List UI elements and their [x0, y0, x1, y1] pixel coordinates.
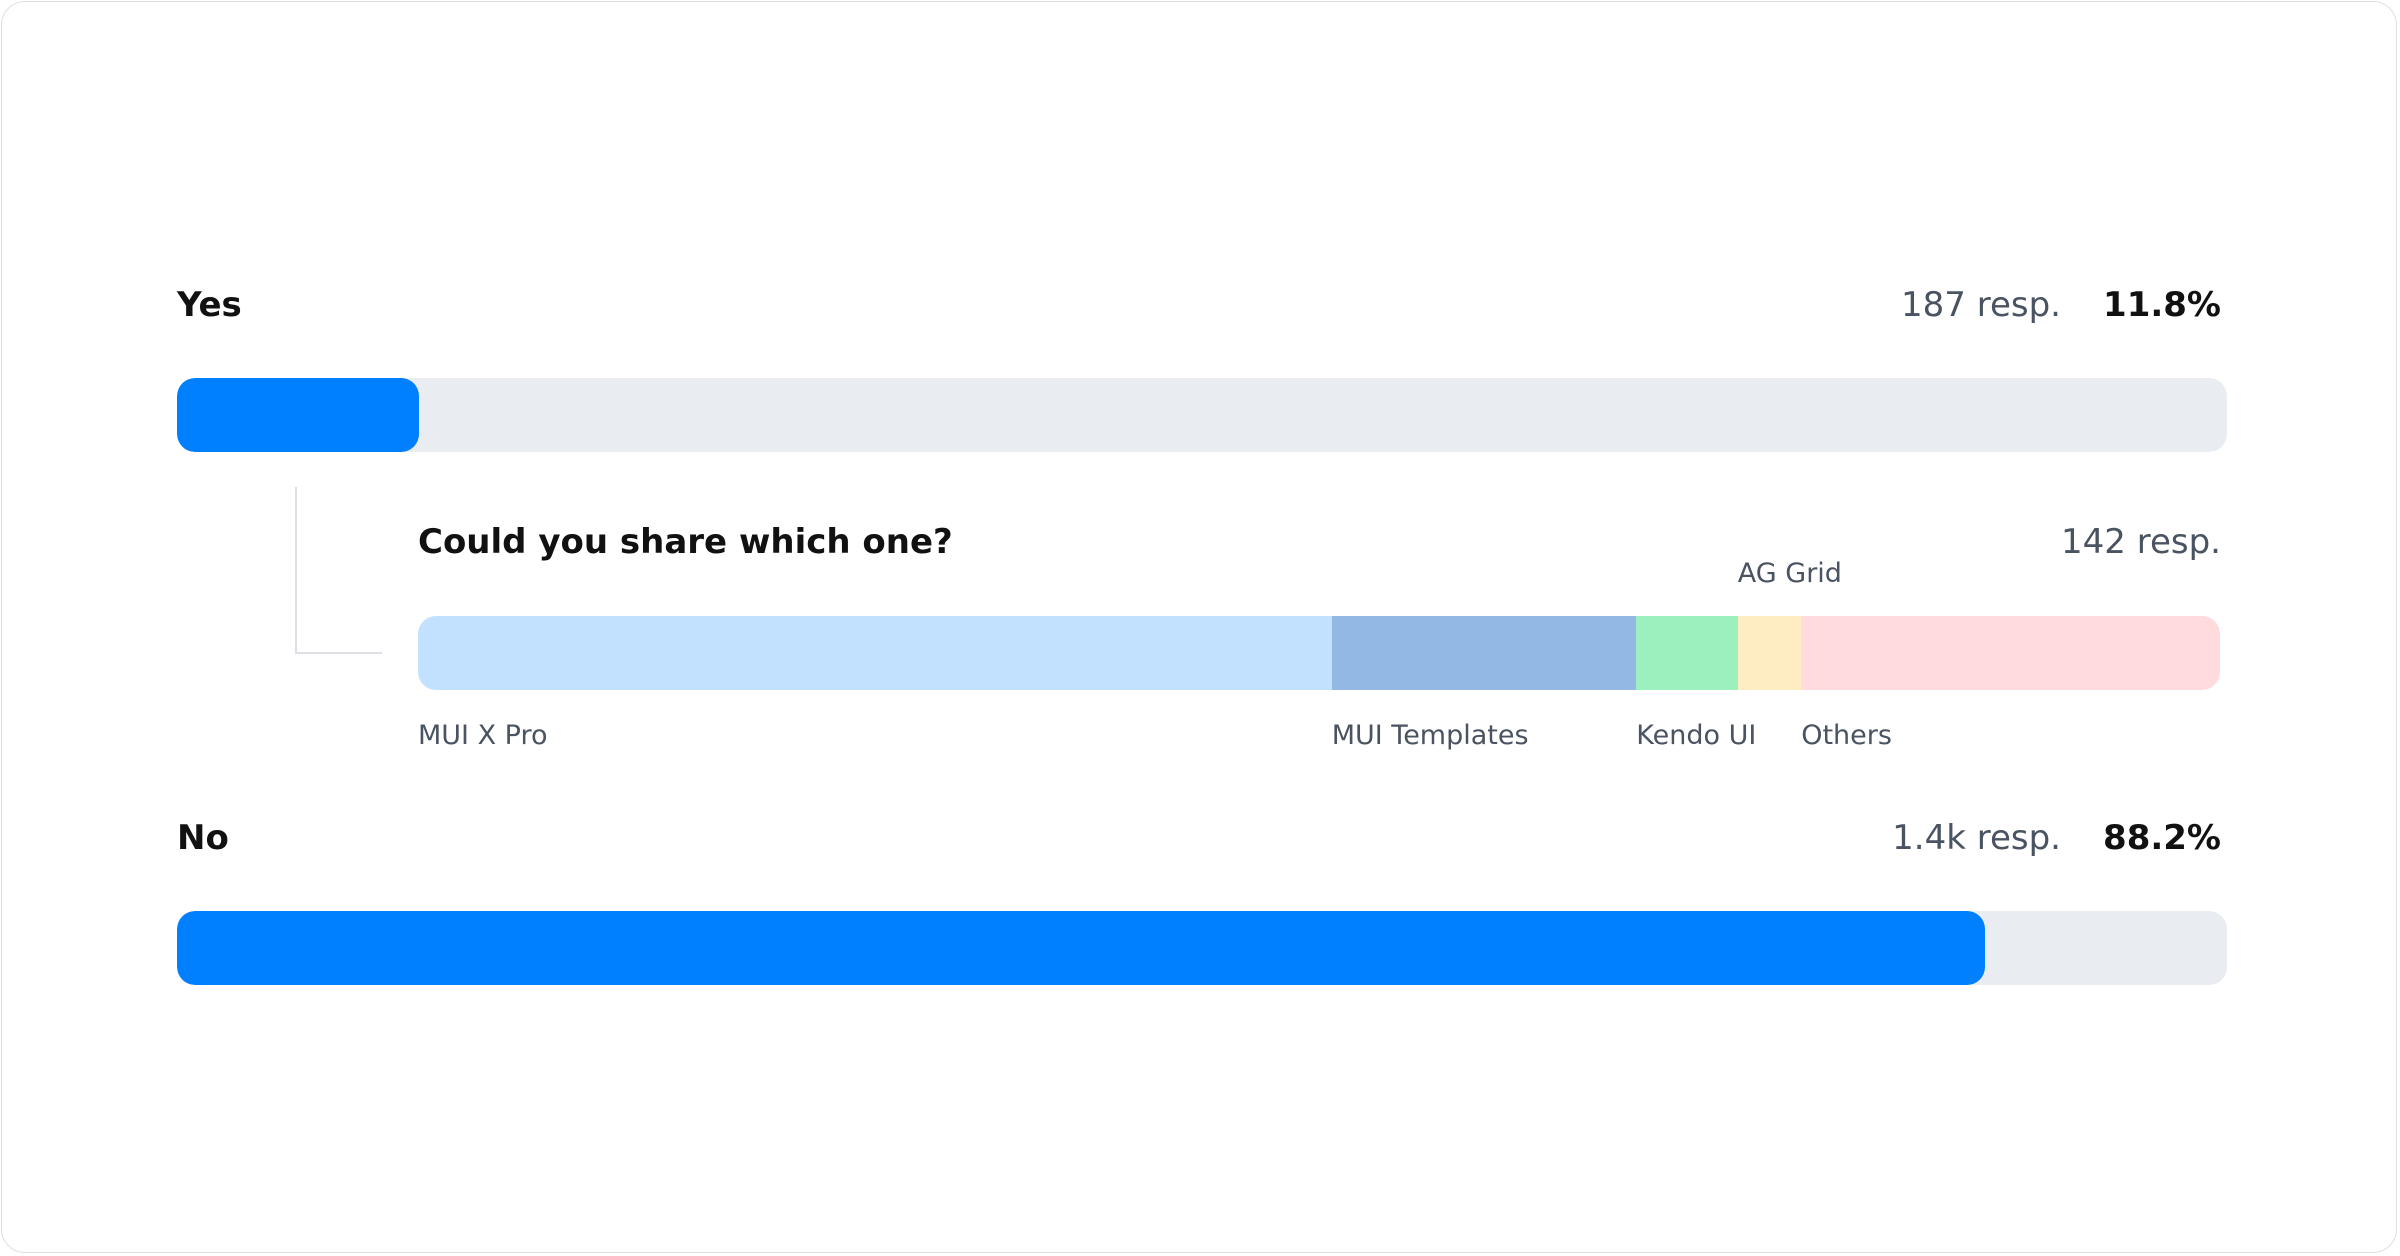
segment-label-mui-templates: MUI Templates [1331, 720, 1529, 751]
segment-label-kendo-ui: Kendo UI [1636, 720, 1757, 751]
option-yes-percent: 11.8% [2103, 285, 2221, 325]
segment-mui-x-pro [418, 616, 1332, 690]
segment-label-mui-x-pro: MUI X Pro [418, 720, 548, 751]
connector-line-horizontal [295, 652, 382, 654]
option-no-bar-fill [177, 911, 1986, 985]
segment-ag-grid [1737, 616, 1802, 690]
option-yes-label: Yes [177, 285, 242, 325]
followup-stacked-bar [418, 616, 2220, 690]
segment-mui-templates [1331, 616, 1637, 690]
option-yes-bar [177, 378, 2227, 452]
option-no-percent: 88.2% [2103, 818, 2221, 858]
connector-line [295, 487, 297, 654]
segment-others [1801, 616, 2220, 690]
followup-responses: 142 resp. [2061, 522, 2221, 562]
option-no-bar [177, 911, 2227, 985]
option-yes-bar-fill [177, 378, 419, 452]
followup-question: Could you share which one? [418, 522, 953, 562]
option-no-responses: 1.4k resp. [1892, 818, 2061, 858]
option-no-label: No [177, 818, 229, 858]
option-yes-responses: 187 resp. [1901, 285, 2061, 325]
segment-kendo-ui [1636, 616, 1738, 690]
segment-label-others: Others [1801, 720, 1892, 751]
segment-label-ag-grid: AG Grid [1737, 558, 1842, 589]
